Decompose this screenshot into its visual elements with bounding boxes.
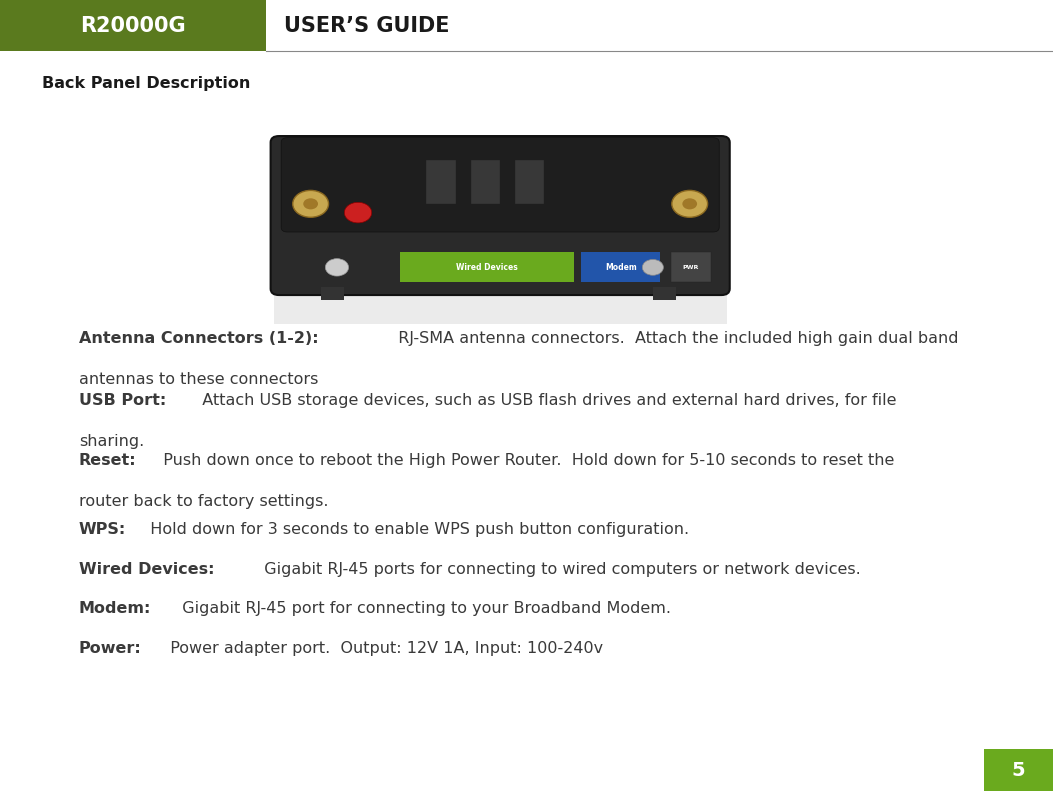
Text: 5: 5: [1012, 761, 1025, 780]
FancyBboxPatch shape: [400, 252, 574, 282]
Text: Push down once to reboot the High Power Router.  Hold down for 5-10 seconds to r: Push down once to reboot the High Power …: [154, 453, 895, 468]
Text: Power:: Power:: [79, 641, 142, 656]
Text: antennas to these connectors: antennas to these connectors: [79, 372, 318, 387]
FancyBboxPatch shape: [984, 749, 1053, 791]
FancyBboxPatch shape: [581, 252, 660, 282]
FancyBboxPatch shape: [671, 252, 711, 282]
Text: R20000G: R20000G: [80, 16, 185, 36]
FancyBboxPatch shape: [471, 160, 500, 204]
Text: sharing.: sharing.: [79, 434, 144, 449]
FancyBboxPatch shape: [0, 0, 266, 51]
Circle shape: [682, 199, 697, 210]
Text: Attach USB storage devices, such as USB flash drives and external hard drives, f: Attach USB storage devices, such as USB …: [192, 393, 896, 408]
FancyBboxPatch shape: [515, 160, 544, 204]
Text: PWR: PWR: [682, 265, 699, 270]
Text: Modem:: Modem:: [79, 601, 152, 616]
Text: WPS:: WPS:: [79, 522, 126, 537]
Text: Gigabit RJ-45 port for connecting to your Broadband Modem.: Gigabit RJ-45 port for connecting to you…: [173, 601, 672, 616]
Text: Reset:: Reset:: [79, 453, 137, 468]
Circle shape: [672, 191, 708, 218]
FancyBboxPatch shape: [281, 138, 719, 232]
Text: RJ-SMA antenna connectors.  Attach the included high gain dual band: RJ-SMA antenna connectors. Attach the in…: [389, 331, 958, 346]
FancyBboxPatch shape: [271, 136, 730, 295]
FancyBboxPatch shape: [274, 289, 727, 324]
Text: Power adapter port.  Output: 12V 1A, Input: 100-240v: Power adapter port. Output: 12V 1A, Inpu…: [160, 641, 603, 656]
Circle shape: [642, 259, 663, 275]
Text: Gigabit RJ-45 ports for connecting to wired computers or network devices.: Gigabit RJ-45 ports for connecting to wi…: [254, 562, 860, 577]
Text: USER’S GUIDE: USER’S GUIDE: [284, 16, 450, 36]
Text: Modem: Modem: [604, 263, 637, 272]
Bar: [321, 287, 344, 300]
Text: Wired Devices:: Wired Devices:: [79, 562, 215, 577]
Text: Back Panel Description: Back Panel Description: [42, 76, 251, 90]
FancyBboxPatch shape: [426, 160, 456, 204]
Circle shape: [303, 199, 318, 210]
Circle shape: [325, 259, 349, 276]
Circle shape: [344, 202, 372, 223]
Text: router back to factory settings.: router back to factory settings.: [79, 494, 329, 509]
Text: USB Port:: USB Port:: [79, 393, 166, 408]
Text: Hold down for 3 seconds to enable WPS push button configuration.: Hold down for 3 seconds to enable WPS pu…: [140, 522, 689, 537]
Text: Wired Devices: Wired Devices: [456, 263, 518, 272]
Circle shape: [293, 191, 329, 218]
Text: Antenna Connectors (1-2):: Antenna Connectors (1-2):: [79, 331, 319, 346]
Bar: [653, 287, 676, 300]
